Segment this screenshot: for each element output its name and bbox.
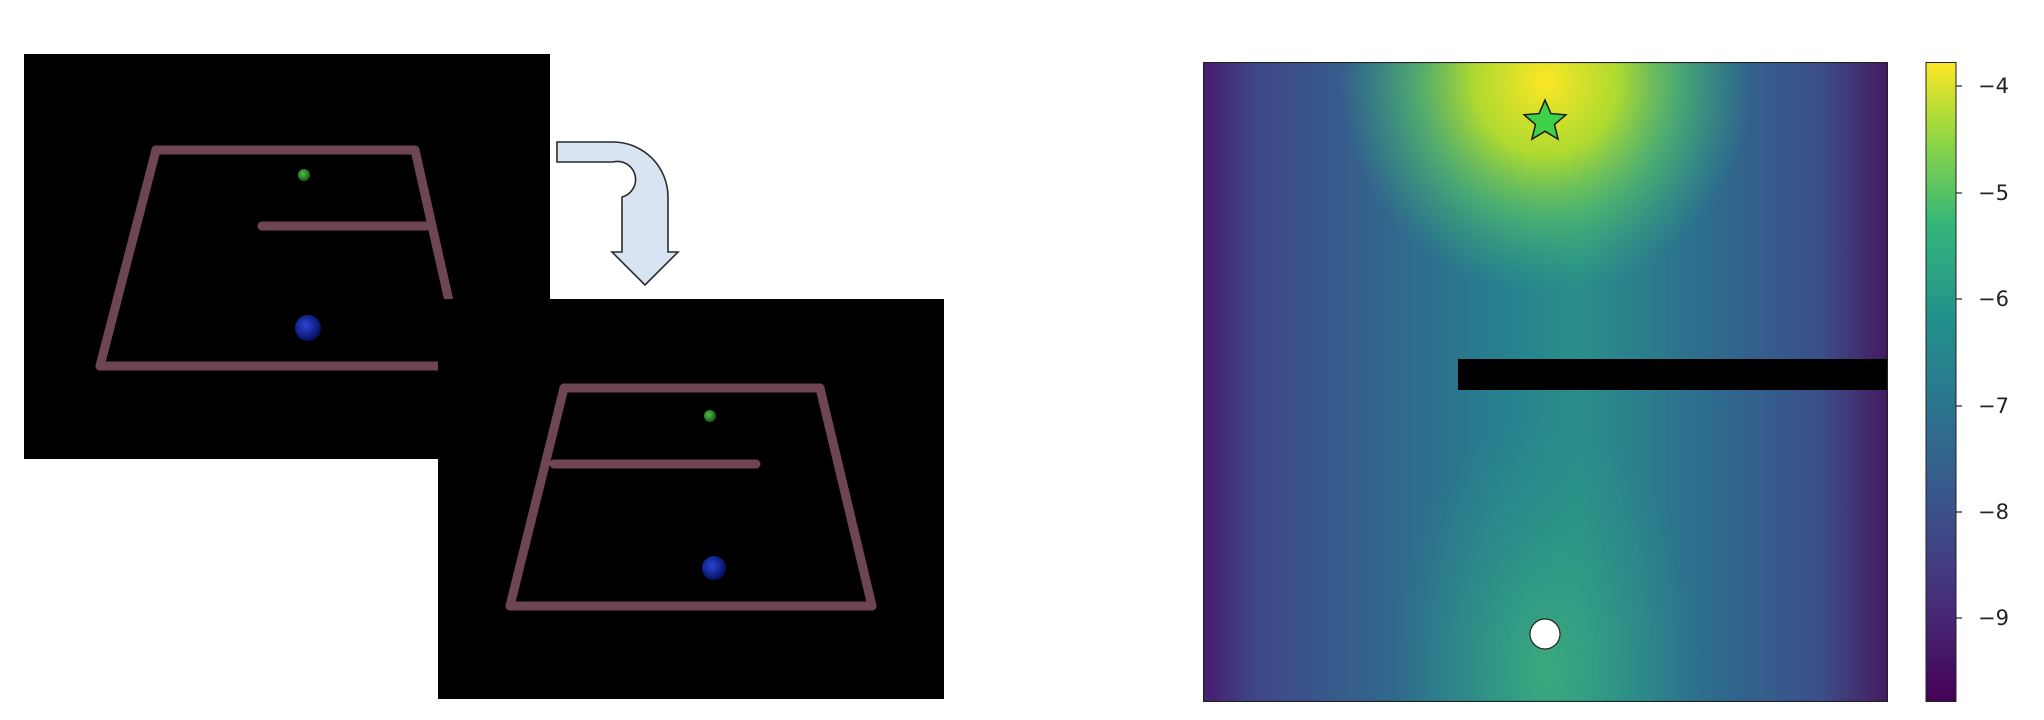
colorbar-tick-label: −9 [1978,606,2009,630]
maze-render-after [438,299,944,699]
goal-star-icon [1522,98,1568,141]
maze-render-before-canvas [24,54,550,459]
agent-marker-icon [1529,618,1561,650]
heatmap-frame [1203,62,1888,702]
maze-walls [95,145,465,371]
curved-arrow-icon [556,141,680,287]
colorbar-tick-label: −7 [1978,394,2009,418]
maze-walls [505,383,877,611]
agent-sphere [702,556,726,580]
agent-sphere [295,315,321,341]
value-heatmap [1203,62,1888,702]
colorbar-tick-label: −5 [1978,181,2009,205]
maze-render-before [24,54,550,459]
colorbar-tick-label: −8 [1978,500,2009,524]
colorbar-gradient [1925,62,1962,702]
goal-sphere [704,410,716,422]
maze-render-after-canvas [438,299,944,699]
goal-sphere [298,169,310,181]
scene-background [438,299,944,699]
wall-obstacle [1458,359,1888,390]
colorbar-tick-label: −6 [1978,287,2009,311]
colorbar: −4 −5 −6 −7 −8 −9 [1925,62,2035,702]
colorbar-tick-label: −4 [1978,74,2009,98]
